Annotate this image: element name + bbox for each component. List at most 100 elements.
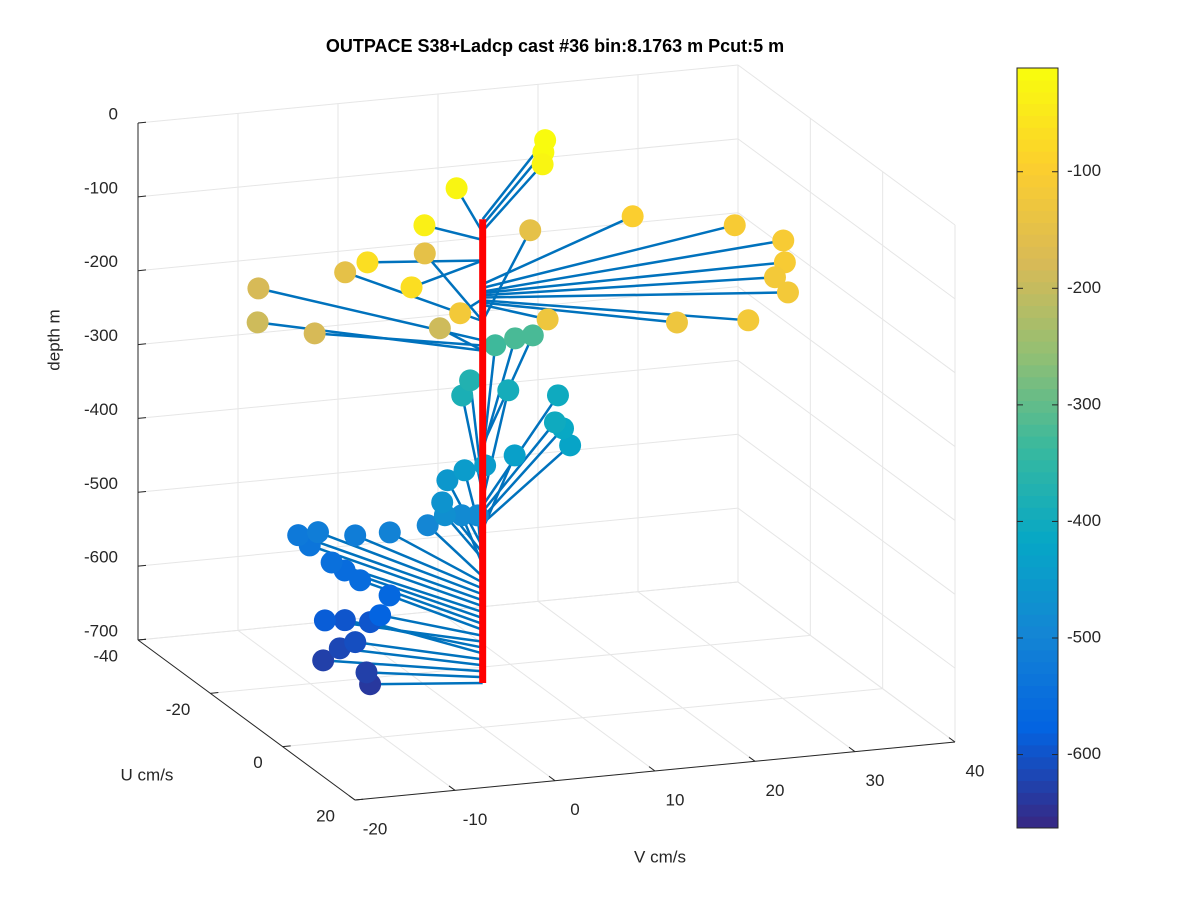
grid-line	[210, 634, 811, 694]
point	[333, 609, 356, 632]
tick-mark	[354, 798, 364, 801]
point	[519, 219, 542, 242]
y-tick-label: 20	[316, 806, 335, 825]
stem	[481, 163, 544, 232]
point	[416, 514, 439, 537]
colorbar-tick-label: -300	[1067, 394, 1101, 413]
grid-line	[737, 286, 956, 447]
grid-line	[737, 433, 956, 595]
colorbar-swatch	[1017, 626, 1058, 639]
stem	[482, 291, 788, 299]
colorbar-swatch	[1017, 127, 1058, 140]
colorbar-swatch	[1017, 578, 1058, 591]
grid-line	[237, 629, 456, 791]
stem	[482, 223, 736, 290]
colorbar-tick-label: -600	[1067, 744, 1101, 763]
point	[287, 524, 310, 547]
grid-line	[537, 600, 756, 762]
point	[497, 379, 520, 402]
point	[559, 434, 582, 457]
point	[521, 324, 544, 347]
colorbar-swatch	[1017, 258, 1058, 271]
point	[453, 459, 476, 482]
point	[546, 384, 569, 407]
colorbar-swatch	[1017, 566, 1058, 580]
point	[772, 229, 795, 252]
point	[378, 584, 401, 607]
colorbar-swatch	[1017, 459, 1058, 473]
colorbar-swatch	[1017, 756, 1058, 770]
z-tick-label: -200	[84, 252, 118, 271]
point	[428, 317, 451, 340]
grid-line	[137, 581, 739, 641]
grid-line	[437, 610, 656, 772]
colorbar-swatch	[1017, 685, 1058, 698]
stem	[482, 215, 634, 286]
tick-mark	[448, 785, 456, 791]
point	[356, 251, 379, 274]
z-tick-label: -600	[84, 548, 118, 567]
colorbar-swatch	[1017, 531, 1058, 544]
colorbar-swatch	[1017, 163, 1058, 176]
stem	[370, 681, 483, 686]
stem	[481, 444, 571, 525]
colorbar-swatch	[1017, 721, 1058, 734]
colorbar-swatch	[1017, 103, 1058, 116]
chart-title: OUTPACE S38+Ladcp cast #36 bin:8.1763 m …	[326, 36, 784, 56]
stem	[389, 594, 484, 632]
stem	[482, 276, 776, 297]
colorbar-tick-label: -400	[1067, 511, 1101, 530]
tick-mark	[548, 775, 556, 782]
colorbar-swatch	[1017, 780, 1058, 793]
point	[531, 153, 554, 176]
stem	[482, 239, 784, 293]
point	[312, 649, 335, 672]
colorbar-swatch	[1017, 507, 1058, 520]
stem	[411, 259, 484, 289]
tick-mark	[137, 490, 147, 493]
y-tick-label: -40	[93, 646, 118, 665]
z-tick-label: -400	[84, 400, 118, 419]
x-tick-label: 30	[866, 771, 885, 790]
colorbar-swatch	[1017, 543, 1058, 556]
tick-mark	[137, 417, 147, 419]
point	[536, 308, 559, 331]
stem	[481, 390, 510, 501]
stem	[482, 299, 749, 322]
point	[484, 334, 507, 357]
colorbar-swatch	[1017, 638, 1058, 651]
colorbar-swatch	[1017, 804, 1058, 817]
colorbar-tick-label: -100	[1067, 161, 1101, 180]
stem	[359, 579, 484, 626]
point	[355, 661, 378, 684]
colorbar-swatch	[1017, 269, 1058, 283]
tick-mark	[282, 745, 291, 748]
colorbar-swatch	[1017, 602, 1058, 615]
point	[306, 521, 329, 544]
colorbar-swatch	[1017, 353, 1058, 366]
stem	[355, 640, 483, 661]
point	[378, 521, 401, 544]
y-axis-label: U cm/s	[121, 765, 174, 784]
colorbar-swatch	[1017, 234, 1058, 247]
z-tick-label: -500	[84, 474, 118, 493]
stem	[482, 303, 548, 321]
colorbar-swatch	[1017, 744, 1058, 758]
point	[246, 311, 269, 334]
grid-line	[337, 620, 556, 782]
tick-mark	[137, 195, 147, 198]
stem	[323, 659, 483, 673]
point	[369, 604, 392, 627]
stem	[481, 421, 556, 513]
colorbar-swatch	[1017, 115, 1058, 128]
colorbar-swatch	[1017, 281, 1058, 295]
stem	[257, 321, 483, 352]
stem	[426, 524, 484, 578]
point	[413, 214, 436, 237]
point	[503, 444, 526, 467]
x-axis-label: V cm/s	[634, 847, 686, 866]
colorbar-swatch	[1017, 471, 1058, 485]
point	[504, 327, 527, 350]
z-tick-label: -100	[84, 178, 118, 197]
colorbar-swatch	[1017, 649, 1058, 663]
